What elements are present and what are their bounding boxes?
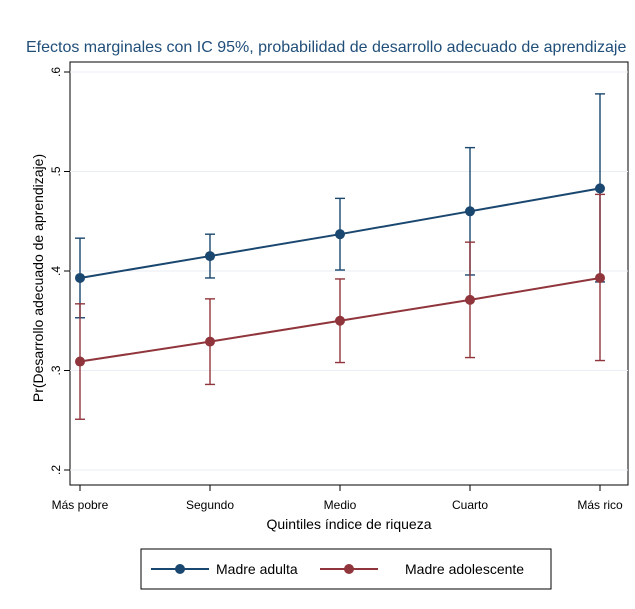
data-point xyxy=(465,206,475,217)
legend-marker xyxy=(344,564,354,574)
series-2 xyxy=(75,193,605,420)
y-tick-label: .4 xyxy=(49,266,63,276)
x-tick-label: Más rico xyxy=(577,498,623,512)
x-tick-label: Más pobre xyxy=(52,498,109,512)
x-axis-ticks: Más pobre Segundo Medio Cuarto Más rico xyxy=(52,485,623,512)
gridlines xyxy=(70,71,628,471)
legend-label: Madre adolescente xyxy=(405,561,524,577)
data-point xyxy=(75,272,85,283)
y-axis-title: Pr(Desarrollo adecuado de aprendizaje) xyxy=(30,154,46,402)
data-point xyxy=(335,229,345,240)
y-tick-label: .6 xyxy=(49,67,63,77)
chart-title: Efectos marginales con IC 95%, probabili… xyxy=(26,39,626,56)
plot-area xyxy=(69,61,629,486)
data-point xyxy=(205,251,215,262)
x-tick-label: Segundo xyxy=(186,498,234,512)
series-group xyxy=(75,93,605,420)
x-axis-title: Quintiles índice de riqueza xyxy=(267,516,432,532)
legend-marker xyxy=(175,564,185,574)
x-tick-label: Cuarto xyxy=(452,498,488,512)
data-point xyxy=(205,336,215,347)
data-point xyxy=(465,294,475,305)
y-tick-label: .2 xyxy=(49,465,63,475)
y-tick-label: .3 xyxy=(49,365,63,375)
data-point xyxy=(595,272,605,283)
series-1 xyxy=(75,93,605,319)
y-tick-label: .5 xyxy=(49,166,63,176)
data-point xyxy=(75,356,85,367)
y-axis-ticks: .2 .3 .4 .5 .6 xyxy=(49,67,70,475)
legend: Madre adulta Madre adolescente xyxy=(140,548,552,590)
data-point xyxy=(595,183,605,194)
legend-label: Madre adulta xyxy=(216,561,298,577)
x-tick-label: Medio xyxy=(324,498,357,512)
data-point xyxy=(335,315,345,326)
